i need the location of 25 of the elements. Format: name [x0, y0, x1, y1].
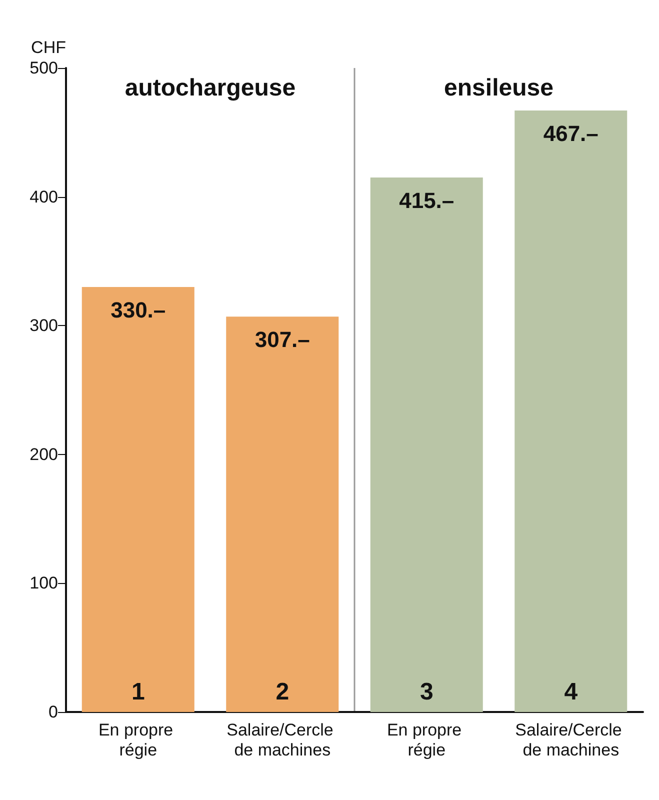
y-axis-title: CHF: [31, 38, 66, 57]
y-tick-label: 400: [30, 187, 58, 206]
y-tick-label: 200: [30, 444, 58, 464]
y-tick-label: 500: [30, 58, 58, 78]
x-tick-label: En propre régie: [386, 720, 466, 760]
x-tick-label: En propre régie: [98, 720, 178, 760]
y-tick-label: 300: [30, 316, 58, 336]
annotation: 1: [131, 678, 145, 706]
bar: [226, 316, 339, 712]
annotation: 4: [564, 678, 578, 706]
bar: [370, 177, 483, 712]
y-tick-label: 0: [48, 702, 58, 722]
data-label: 467.–: [543, 121, 598, 146]
annotation: ensileuse: [444, 74, 554, 102]
annotation: autochargeuse: [124, 74, 296, 102]
data-label: 330.–: [110, 297, 166, 322]
bar: [514, 110, 628, 712]
data-label: 415.–: [399, 188, 454, 213]
data-label: 307.–: [254, 327, 310, 352]
annotation: 2: [276, 678, 290, 706]
x-tick-label: Salaire/Cercle de machines: [515, 720, 627, 760]
x-tick-label: Salaire/Cercle de machines: [226, 720, 338, 760]
bar: [82, 286, 194, 712]
annotation: 3: [420, 678, 434, 706]
y-tick-label: 100: [30, 574, 58, 593]
